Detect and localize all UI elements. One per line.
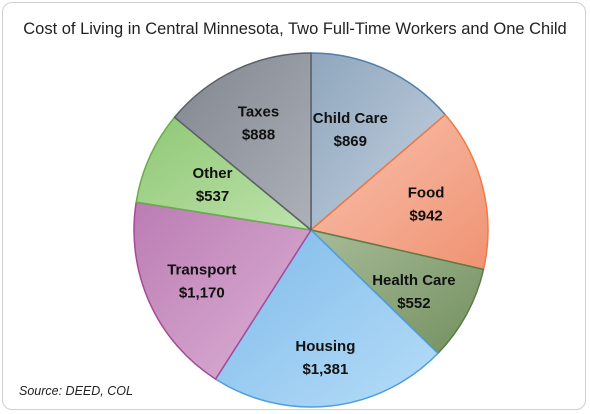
chart-title: Cost of Living in Central Minnesota, Two… (23, 20, 567, 38)
slice-label-other: Other (192, 165, 232, 182)
slice-value-other: $537 (196, 188, 229, 205)
slice-label-taxes: Taxes (238, 104, 279, 121)
slice-value-transport: $1,170 (179, 285, 225, 302)
slice-label-child-care: Child Care (313, 110, 388, 127)
slice-value-food: $942 (409, 208, 442, 225)
slice-label-housing: Housing (295, 338, 355, 355)
pie-slice-housing (214, 229, 439, 408)
slice-label-transport: Transport (167, 262, 236, 279)
slice-value-child-care: $869 (334, 133, 367, 150)
slice-label-health-care: Health Care (372, 272, 455, 289)
slice-label-food: Food (408, 185, 445, 202)
slice-value-housing: $1,381 (302, 361, 348, 378)
pie-slice-food (310, 113, 489, 271)
chart-source-note: Source: DEED, COL (19, 384, 133, 398)
slice-value-health-care: $552 (397, 295, 430, 312)
pie-slice-other (135, 116, 312, 231)
pie-slice-taxes (173, 52, 312, 231)
slice-value-taxes: $888 (242, 127, 275, 144)
pie-slice-child-care (310, 52, 447, 231)
pie-slice-health-care (310, 229, 485, 355)
pie-slice-transport (133, 201, 312, 380)
